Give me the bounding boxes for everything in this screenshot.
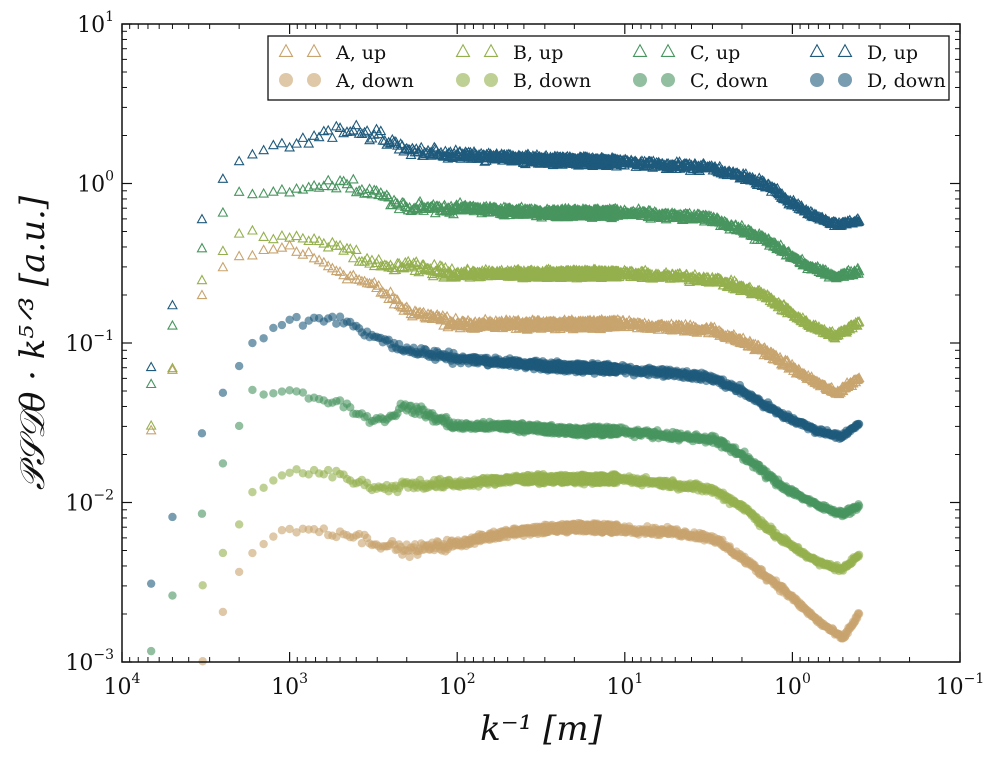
data-point <box>359 275 370 286</box>
data-point <box>248 548 257 558</box>
data-point <box>276 229 288 240</box>
data-point <box>267 233 279 244</box>
data-point <box>338 269 350 280</box>
data-point <box>234 567 244 577</box>
data-point <box>334 266 346 276</box>
data-point <box>781 355 793 365</box>
data-point <box>373 279 385 290</box>
data-point <box>258 244 270 255</box>
data-point <box>297 248 309 259</box>
data-point <box>322 260 334 271</box>
chart-marks <box>145 119 865 666</box>
data-point <box>357 539 367 548</box>
data-point <box>267 243 279 254</box>
data-point <box>218 548 228 558</box>
data-point <box>145 424 157 435</box>
data-point <box>632 316 644 327</box>
data-point <box>276 241 288 252</box>
data-point <box>259 483 268 492</box>
data-point <box>853 372 865 383</box>
data-point <box>167 364 178 375</box>
data-point <box>854 609 864 619</box>
data-point <box>292 528 301 537</box>
data-point <box>285 524 294 534</box>
data-point <box>353 274 365 284</box>
data-point <box>198 581 207 590</box>
data-point <box>284 239 296 250</box>
data-point <box>277 526 287 535</box>
data-point <box>269 532 278 541</box>
data-point <box>233 227 245 238</box>
data-point <box>688 320 699 331</box>
data-point <box>246 249 258 260</box>
data-point <box>377 286 389 297</box>
data-point <box>196 274 208 285</box>
series-a-up <box>145 239 865 435</box>
data-point <box>319 524 329 533</box>
data-point <box>441 310 453 321</box>
data-point <box>269 476 278 485</box>
data-point <box>233 250 245 261</box>
data-point <box>196 289 208 300</box>
data-point <box>291 246 302 256</box>
data-point <box>405 552 414 562</box>
data-point <box>368 276 380 287</box>
data-point <box>218 607 228 617</box>
data-point <box>399 302 411 313</box>
data-point <box>418 306 430 317</box>
data-point <box>248 487 257 497</box>
data-point <box>326 262 338 273</box>
data-point <box>390 293 402 304</box>
data-point <box>246 224 258 235</box>
data-point <box>291 230 302 241</box>
data-point <box>258 231 270 241</box>
data-point <box>234 520 244 529</box>
data-point <box>217 245 229 256</box>
data-point <box>318 256 330 267</box>
data-point <box>790 362 801 373</box>
data-point <box>308 252 320 263</box>
data-point <box>344 270 356 281</box>
data-point <box>383 293 395 303</box>
data-point <box>347 252 359 263</box>
data-point <box>347 269 359 280</box>
data-point <box>366 278 378 289</box>
data-point <box>313 254 325 265</box>
data-point <box>395 300 407 311</box>
data-point <box>737 332 749 343</box>
data-point <box>303 246 315 257</box>
data-point <box>324 465 333 475</box>
data-point <box>422 308 434 319</box>
data-point <box>277 471 287 480</box>
series-a-down <box>198 518 864 666</box>
data-point <box>259 539 268 549</box>
data-point <box>371 282 382 293</box>
data-point <box>217 261 229 272</box>
